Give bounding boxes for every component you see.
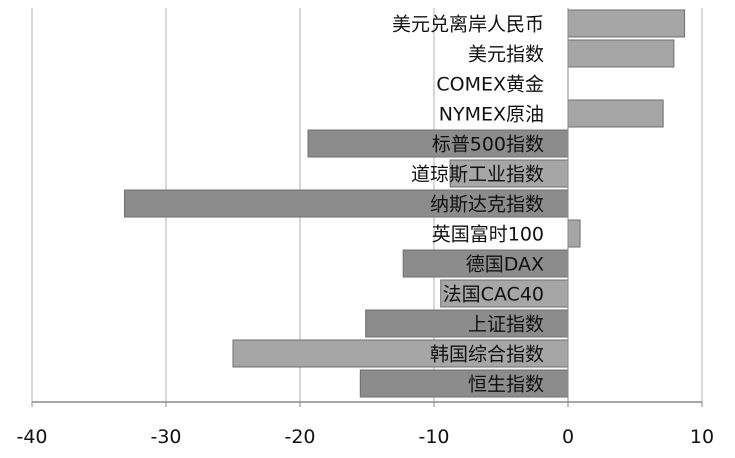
bar — [567, 219, 581, 248]
x-tick-label: -20 — [284, 426, 315, 448]
category-label: 英国富时100 — [432, 224, 544, 246]
bar — [440, 279, 569, 308]
bar — [402, 249, 569, 278]
x-tick-label: -30 — [150, 426, 181, 448]
category-label: 韩国综合指数 — [430, 344, 544, 366]
bar — [567, 99, 664, 128]
x-tick-label: 10 — [690, 426, 714, 448]
x-tick-label: 0 — [562, 426, 574, 448]
category-label: 道琼斯工业指数 — [411, 164, 544, 186]
category-label: 美元指数 — [468, 44, 544, 66]
bars — [123, 9, 686, 398]
category-label: 法国CAC40 — [443, 284, 544, 306]
x-tick-label: -40 — [16, 426, 47, 448]
bar — [567, 39, 675, 68]
bar — [365, 309, 569, 338]
bar — [359, 369, 569, 398]
x-tick-label: -10 — [418, 426, 449, 448]
x-axis: -40 -30 -20 -10 0 10 — [16, 8, 714, 448]
category-label: 恒生指数 — [468, 374, 544, 396]
category-label: 上证指数 — [468, 314, 544, 336]
category-label: COMEX黄金 — [436, 74, 544, 96]
category-label: 德国DAX — [466, 254, 544, 276]
bar — [232, 339, 569, 368]
category-label: 标普500指数 — [432, 134, 544, 156]
bar — [307, 129, 569, 158]
bar — [567, 9, 686, 38]
category-label: 美元兑离岸人民币 — [392, 14, 544, 36]
category-label: NYMEX原油 — [439, 104, 544, 126]
category-label: 纳斯达克指数 — [430, 194, 544, 216]
